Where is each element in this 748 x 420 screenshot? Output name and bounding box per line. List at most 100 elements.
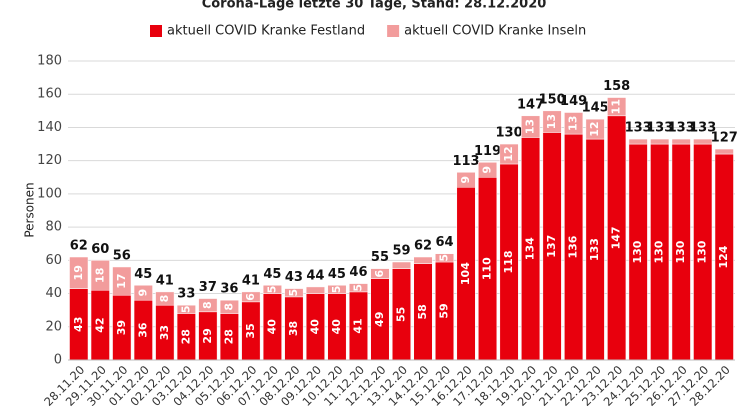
y-axis-label: Personen	[23, 182, 37, 237]
segment-label: 5	[330, 286, 343, 294]
total-label: 36	[220, 282, 238, 297]
y-tick-label: 40	[45, 286, 62, 301]
segment-label: 130	[674, 240, 687, 263]
bar-segment	[714, 148, 734, 155]
segment-label: 136	[567, 235, 580, 258]
segment-label: 42	[93, 317, 106, 332]
segment-label: 5	[287, 289, 300, 297]
total-label: 41	[156, 273, 174, 288]
total-label: 133	[625, 121, 652, 136]
total-label: 33	[177, 287, 195, 302]
total-label: 55	[371, 250, 389, 265]
segment-label: 40	[308, 319, 321, 335]
bar-segment	[671, 138, 691, 145]
legend-swatch	[387, 25, 400, 37]
bar-segment	[521, 115, 541, 138]
segment-label: 12	[502, 146, 515, 161]
segment-label: 38	[287, 321, 300, 336]
segment-label: 43	[72, 317, 85, 332]
total-label: 45	[328, 267, 346, 282]
y-tick-label: 120	[37, 153, 62, 168]
segment-label: 147	[610, 226, 623, 249]
bar-segment	[435, 253, 455, 263]
bar-segment	[176, 304, 196, 314]
bar-segment	[628, 138, 648, 145]
segment-label: 104	[459, 262, 472, 285]
bar-segment	[542, 110, 562, 133]
segment-label: 8	[201, 301, 214, 309]
bar-segment	[650, 138, 670, 145]
bar-segment	[370, 268, 390, 279]
total-label: 44	[306, 268, 324, 283]
total-label: 56	[113, 248, 131, 263]
bar-segment	[198, 298, 218, 313]
bar-segment	[241, 291, 261, 303]
bar-segment	[112, 266, 132, 296]
bar-segment	[284, 288, 304, 298]
segment-label: 137	[545, 235, 558, 258]
total-label: 149	[560, 94, 587, 109]
segment-label: 124	[717, 245, 730, 268]
segment-label: 39	[115, 320, 128, 335]
segment-label: 130	[696, 240, 709, 263]
total-label: 46	[349, 265, 367, 280]
segment-label: 5	[351, 284, 364, 292]
total-label: 60	[91, 242, 109, 257]
total-label: 64	[435, 235, 453, 250]
segment-label: 11	[610, 99, 623, 114]
segment-label: 28	[179, 329, 192, 344]
segment-label: 36	[136, 322, 149, 338]
segment-label: 9	[459, 176, 472, 184]
y-tick-label: 60	[45, 253, 62, 268]
total-label: 133	[668, 121, 695, 136]
total-label: 43	[285, 270, 303, 285]
bar-segment	[219, 299, 239, 314]
total-label: 62	[414, 239, 432, 254]
bar-segment	[90, 260, 110, 291]
segment-label: 9	[136, 289, 149, 297]
legend-swatch	[150, 25, 162, 37]
y-tick-label: 180	[37, 54, 62, 69]
y-tick-label: 20	[45, 319, 62, 334]
total-label: 37	[199, 280, 217, 295]
total-label: 133	[646, 121, 673, 136]
segment-label: 6	[373, 269, 386, 277]
bar-segment	[564, 112, 584, 135]
bar-segment	[607, 97, 627, 117]
total-label: 41	[242, 273, 260, 288]
total-label: 127	[711, 131, 738, 146]
segment-label: 41	[351, 318, 364, 333]
segment-label: 33	[158, 325, 171, 340]
segment-label: 28	[222, 329, 235, 344]
total-label: 113	[452, 154, 479, 169]
bar-segment	[262, 285, 282, 294]
legend-label: aktuell COVID Kranke Festland	[167, 24, 365, 39]
segment-label: 58	[416, 304, 429, 319]
segment-label: 5	[265, 286, 278, 294]
segment-label: 110	[481, 257, 494, 280]
bar-segment	[133, 285, 153, 301]
segment-label: 6	[244, 293, 257, 301]
y-tick-label: 0	[54, 353, 62, 368]
total-label: 119	[474, 144, 501, 159]
bar-segment	[478, 162, 498, 178]
y-tick-label: 140	[37, 120, 62, 135]
bar-segment	[413, 256, 433, 264]
bar-segment	[456, 172, 476, 188]
segment-label: 18	[93, 268, 106, 283]
total-label: 45	[263, 267, 281, 282]
segment-label: 40	[265, 319, 278, 335]
total-label: 45	[134, 267, 152, 282]
segment-label: 12	[588, 121, 601, 136]
segment-label: 134	[524, 237, 537, 260]
total-label: 150	[539, 92, 566, 107]
segment-label: 8	[158, 295, 171, 303]
segment-label: 5	[179, 306, 192, 314]
segment-label: 118	[502, 251, 515, 274]
segment-label: 17	[115, 273, 128, 288]
y-tick-label: 100	[37, 186, 62, 201]
total-label: 59	[392, 243, 410, 258]
segment-label: 35	[244, 323, 257, 338]
total-label: 145	[582, 101, 609, 116]
